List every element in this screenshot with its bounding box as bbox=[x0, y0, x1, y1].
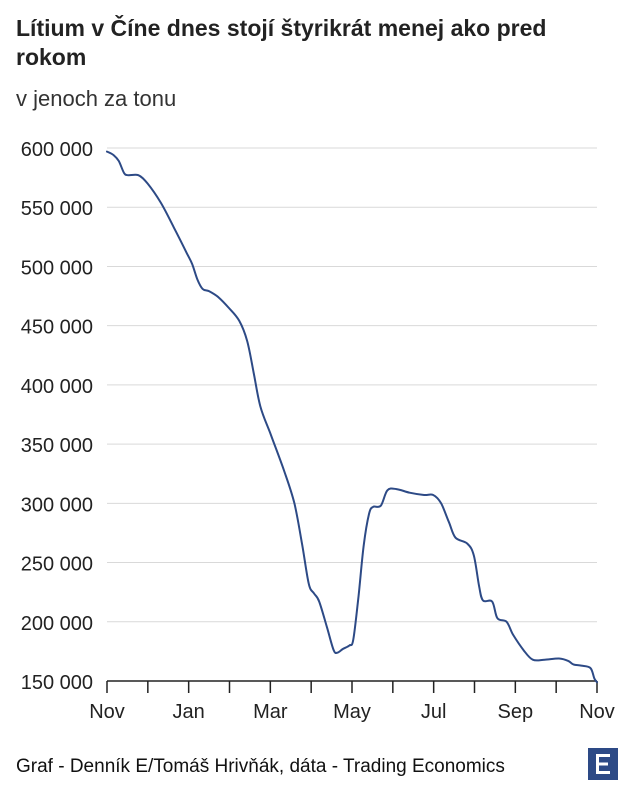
x-tick-label: Sep bbox=[498, 701, 534, 723]
y-axis-labels: 600 000 550 000 500 000 450 000 400 000 350 0… bbox=[21, 139, 93, 694]
y-tick-label: 250 000 bbox=[21, 554, 93, 576]
x-tick-label: Jul bbox=[421, 701, 447, 723]
grid-lines bbox=[107, 147, 597, 623]
y-tick-label: 150 000 bbox=[21, 672, 93, 694]
x-tick-label: Jan bbox=[173, 701, 205, 723]
x-tick-label: Nov bbox=[579, 701, 615, 723]
y-tick-label: 200 000 bbox=[21, 613, 93, 635]
chart-subtitle: v jenoch za tonu bbox=[16, 86, 177, 111]
y-tick-label: 300 000 bbox=[21, 494, 93, 516]
y-tick-label: 400 000 bbox=[21, 376, 93, 398]
y-tick-label: 450 000 bbox=[21, 317, 93, 339]
line-chart: 600 000 550 000 500 000 450 000 400 000 350 0… bbox=[21, 139, 615, 723]
denník-e-logo-icon bbox=[588, 748, 618, 780]
y-tick-label: 500 000 bbox=[21, 257, 93, 279]
x-axis: Nov Jan Mar May Jul Sep Nov bbox=[89, 680, 615, 723]
source-credit: Graf - Denník E/Tomáš Hrivňák, dáta - Tr… bbox=[16, 756, 505, 777]
x-tick-label: Nov bbox=[89, 701, 125, 723]
x-tick-label: Mar bbox=[253, 701, 288, 723]
price-series-line bbox=[106, 150, 598, 684]
series-layer bbox=[106, 150, 598, 684]
y-tick-label: 350 000 bbox=[21, 435, 93, 457]
x-tick-label: May bbox=[333, 701, 371, 723]
y-tick-label: 550 000 bbox=[21, 198, 93, 220]
y-tick-label: 600 000 bbox=[21, 139, 93, 161]
chart-title: Lítium v Číne dnes stojí štyrikrát menej… bbox=[16, 15, 547, 70]
